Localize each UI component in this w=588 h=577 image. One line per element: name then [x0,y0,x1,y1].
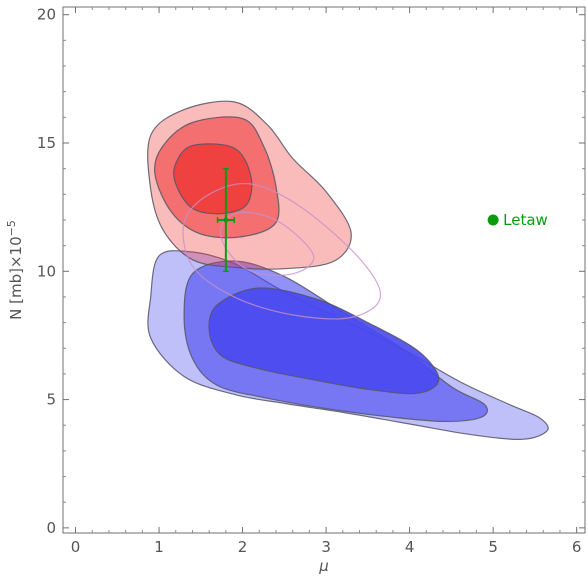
data-point-marker [223,217,229,223]
pink-contour-1 [182,182,382,320]
y-axis-label: N [mb]×10−5 [5,220,25,320]
legend-label: Letaw [503,211,548,229]
x-tick-label: 5 [488,538,498,556]
y-axis-label-main: N [mb]×10 [7,236,25,319]
x-tick-label: 3 [321,538,331,556]
legend-marker [487,214,499,226]
contour-regions [147,100,549,440]
y-tick-label: 20 [37,6,56,24]
y-tick-label: 0 [46,519,56,537]
y-axis-label-exponent: −5 [5,220,18,236]
red-contour-level-3 [173,143,253,215]
plot-frame [62,6,586,534]
blue-contour-level-3 [208,287,440,395]
y-tick-label: 5 [46,391,56,409]
x-tick-label: 4 [405,538,415,556]
x-tick-label: 0 [71,538,81,556]
pink-contour-2 [219,211,315,276]
y-tick-label: 15 [37,134,56,152]
pink-outline-contours [182,182,382,320]
axis-ticks: 0 1 2 3 4 5 6 0 5 10 15 20 [37,6,585,556]
x-tick-label: 6 [572,538,582,556]
x-tick-label: 1 [154,538,164,556]
legend: Letaw [487,211,548,229]
data-point-errorbar [216,167,235,273]
y-tick-label: 10 [37,262,56,280]
x-tick-label: 2 [238,538,248,556]
x-axis-label: μ [318,557,329,575]
